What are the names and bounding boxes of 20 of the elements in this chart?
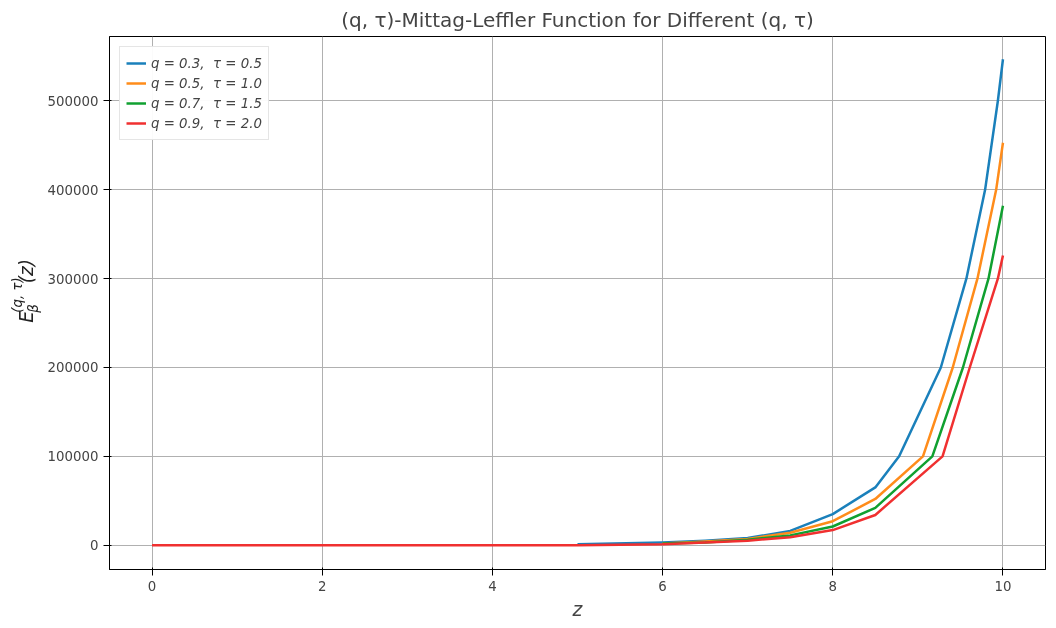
y-tick-label: 100000 [47, 449, 99, 465]
y-tick-label: 200000 [47, 360, 99, 376]
x-tick-label: 0 [147, 578, 157, 594]
line-series [150, 254, 1005, 547]
legend-label: q = 0.3, τ = 0.5 [151, 55, 262, 71]
x-tick-label: 2 [317, 578, 327, 594]
legend-label: q = 0.5, τ = 1.0 [151, 75, 262, 91]
y-tick-label: 0 [90, 538, 99, 554]
y-tick-label: 300000 [47, 271, 99, 287]
x-tick-label: 4 [488, 578, 497, 594]
y-tick-label: 400000 [47, 182, 99, 198]
y-tick-label: 500000 [47, 93, 99, 109]
x-tick-label: 6 [658, 578, 667, 594]
legend-label: q = 0.9, τ = 2.0 [151, 115, 262, 131]
x-tick-label: 8 [828, 578, 838, 594]
x-tick-label: 10 [994, 578, 1012, 594]
y-axis-title: Eβ(q, τ)(z) [10, 258, 41, 323]
x-axis-title: z [571, 598, 584, 620]
chart-title: (q, τ)-Mittag-Leffler Function for Different (q, τ) [341, 7, 814, 32]
legend-label: q = 0.7, τ = 1.5 [151, 95, 262, 111]
